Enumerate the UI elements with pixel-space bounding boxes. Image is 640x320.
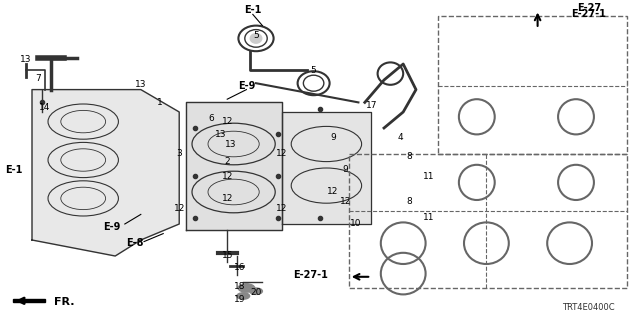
Text: E-9: E-9 — [103, 222, 121, 232]
Text: 11: 11 — [423, 213, 435, 222]
Text: 12: 12 — [327, 188, 339, 196]
Circle shape — [237, 293, 250, 299]
Text: E-9: E-9 — [237, 81, 255, 92]
Text: 14: 14 — [39, 103, 51, 112]
Text: 7: 7 — [36, 74, 42, 83]
Text: E-27-1: E-27-1 — [572, 9, 606, 20]
Text: 19: 19 — [234, 295, 246, 304]
Text: 12: 12 — [276, 149, 287, 158]
Text: 8: 8 — [407, 197, 413, 206]
Text: 5: 5 — [253, 31, 259, 40]
Text: 16: 16 — [234, 263, 246, 272]
Text: 12: 12 — [221, 172, 233, 180]
Text: 9: 9 — [330, 133, 336, 142]
Text: 6: 6 — [209, 114, 214, 123]
Polygon shape — [32, 90, 179, 256]
Text: 4: 4 — [397, 133, 403, 142]
Circle shape — [238, 284, 255, 292]
Text: E-1: E-1 — [5, 164, 22, 175]
Text: 15: 15 — [221, 252, 233, 260]
Text: E-27-1: E-27-1 — [293, 270, 328, 280]
Ellipse shape — [250, 34, 262, 43]
Circle shape — [250, 288, 262, 294]
Text: TRT4E0400C: TRT4E0400C — [562, 303, 614, 312]
Text: 11: 11 — [423, 172, 435, 180]
Text: E-27: E-27 — [577, 3, 601, 13]
Text: E-1: E-1 — [244, 4, 262, 15]
Text: 17: 17 — [365, 101, 377, 110]
Text: 12: 12 — [340, 197, 351, 206]
Text: 13: 13 — [225, 140, 236, 148]
Text: 18: 18 — [234, 282, 246, 291]
Text: 12: 12 — [276, 204, 287, 212]
Text: 5: 5 — [311, 66, 317, 75]
Text: 12: 12 — [173, 204, 185, 212]
Text: 12: 12 — [221, 117, 233, 126]
Polygon shape — [186, 102, 282, 230]
Text: FR.: FR. — [54, 297, 75, 308]
Text: 3: 3 — [177, 149, 182, 158]
Polygon shape — [282, 112, 371, 224]
Text: 12: 12 — [221, 194, 233, 203]
Text: 8: 8 — [407, 152, 413, 161]
Text: 10: 10 — [349, 220, 361, 228]
Bar — [438, 16, 627, 154]
Text: 13: 13 — [20, 55, 31, 64]
Text: 20: 20 — [250, 288, 262, 297]
Text: 13: 13 — [135, 80, 147, 89]
Text: E-8: E-8 — [125, 238, 143, 248]
Polygon shape — [13, 299, 45, 302]
Text: 9: 9 — [343, 165, 349, 174]
Text: 1: 1 — [157, 98, 163, 107]
Text: 13: 13 — [215, 130, 227, 139]
Text: 2: 2 — [225, 157, 230, 166]
